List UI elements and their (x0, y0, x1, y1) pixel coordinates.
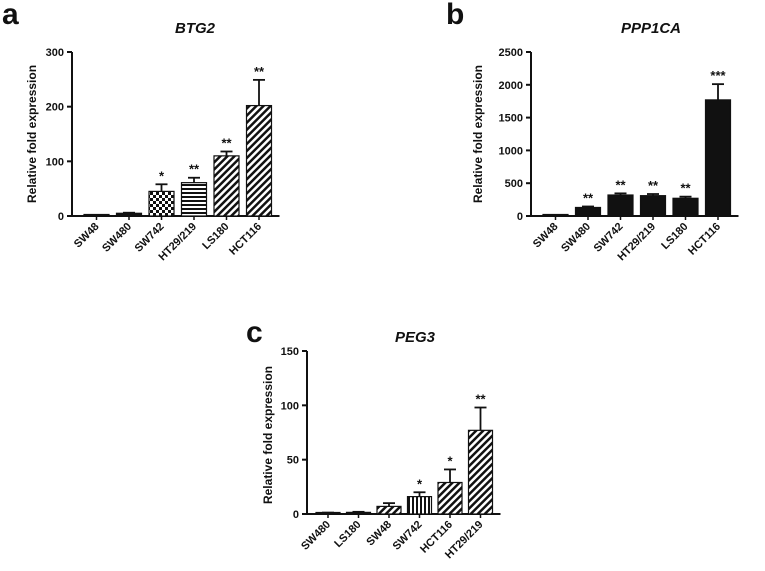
significance-label: * (447, 453, 453, 468)
significance-label: *** (710, 68, 726, 83)
category-label: LS180 (659, 221, 690, 252)
category-label: SW480 (100, 221, 134, 255)
chart-title: PPP1CA (621, 20, 681, 37)
bar (704, 99, 732, 217)
y-axis-label: Relative fold expression (471, 65, 485, 203)
chart-title: PEG3 (395, 329, 436, 346)
bar (148, 190, 175, 217)
significance-label: ** (648, 178, 659, 193)
significance-label: ** (221, 135, 232, 150)
bar (672, 197, 699, 217)
bar (115, 212, 143, 217)
y-tick-label: 0 (517, 211, 523, 223)
bar (406, 496, 433, 515)
category-label: HCT116 (227, 221, 264, 258)
y-tick-label: 0 (293, 509, 299, 521)
significance-label: * (159, 168, 165, 183)
panel-letter: c (246, 316, 263, 349)
y-tick-label: 1500 (499, 113, 523, 125)
category-label: SW480 (559, 221, 593, 255)
significance-label: ** (189, 162, 200, 177)
chart-panel-a: a BTG2 Relative fold expression 0 100 200 300 S… (2, 0, 280, 263)
y-tick-label: 100 (46, 156, 64, 168)
y-tick-label: 200 (46, 102, 64, 114)
y-axis-label: Relative fold expression (261, 366, 275, 504)
bar (467, 429, 494, 515)
y-tick-label: 150 (281, 346, 299, 358)
bar (180, 182, 208, 217)
y-tick-label: 50 (287, 455, 299, 467)
chart-title: BTG2 (175, 20, 216, 37)
panel-letter: b (446, 0, 464, 31)
bar (607, 194, 634, 217)
category-label: LS180 (332, 519, 363, 550)
significance-label: ** (254, 64, 265, 79)
y-tick-label: 1000 (499, 145, 523, 157)
bar (245, 104, 273, 217)
bar (639, 195, 667, 217)
category-label: SW48 (72, 221, 102, 251)
bar (574, 206, 602, 217)
significance-label: ** (475, 392, 486, 407)
y-tick-label: 2000 (499, 80, 523, 92)
significance-label: ** (680, 181, 691, 196)
bar (376, 505, 402, 515)
significance-label: * (417, 476, 423, 491)
category-label: LS180 (200, 221, 231, 252)
y-tick-label: 0 (58, 211, 64, 223)
bar (213, 155, 240, 217)
chart-panel-c: c PEG3 Relative fold expression 0 50 100 150 SW… (246, 316, 501, 561)
significance-label: ** (615, 177, 626, 192)
category-label: SW480 (299, 519, 333, 553)
y-tick-label: 500 (505, 178, 523, 190)
category-label: SW48 (531, 221, 561, 251)
panel-letter: a (2, 0, 19, 31)
chart-panel-b: b PPP1CA Relative fold expression 0 500 1000 1… (446, 0, 739, 263)
significance-label: ** (583, 190, 594, 205)
y-tick-label: 300 (46, 47, 64, 59)
y-tick-label: 2500 (499, 47, 523, 59)
category-label: HCT116 (686, 221, 723, 258)
bar (437, 481, 463, 515)
y-axis-label: Relative fold expression (25, 65, 39, 203)
y-tick-label: 100 (281, 400, 299, 412)
